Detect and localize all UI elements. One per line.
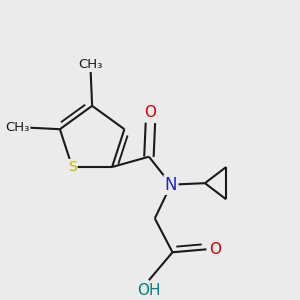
Text: N: N xyxy=(165,176,177,194)
Text: CH₃: CH₃ xyxy=(5,121,29,134)
Text: OH: OH xyxy=(137,283,161,298)
Text: O: O xyxy=(144,105,156,120)
Text: CH₃: CH₃ xyxy=(79,58,103,71)
Text: S: S xyxy=(68,160,76,174)
Text: O: O xyxy=(209,242,221,257)
